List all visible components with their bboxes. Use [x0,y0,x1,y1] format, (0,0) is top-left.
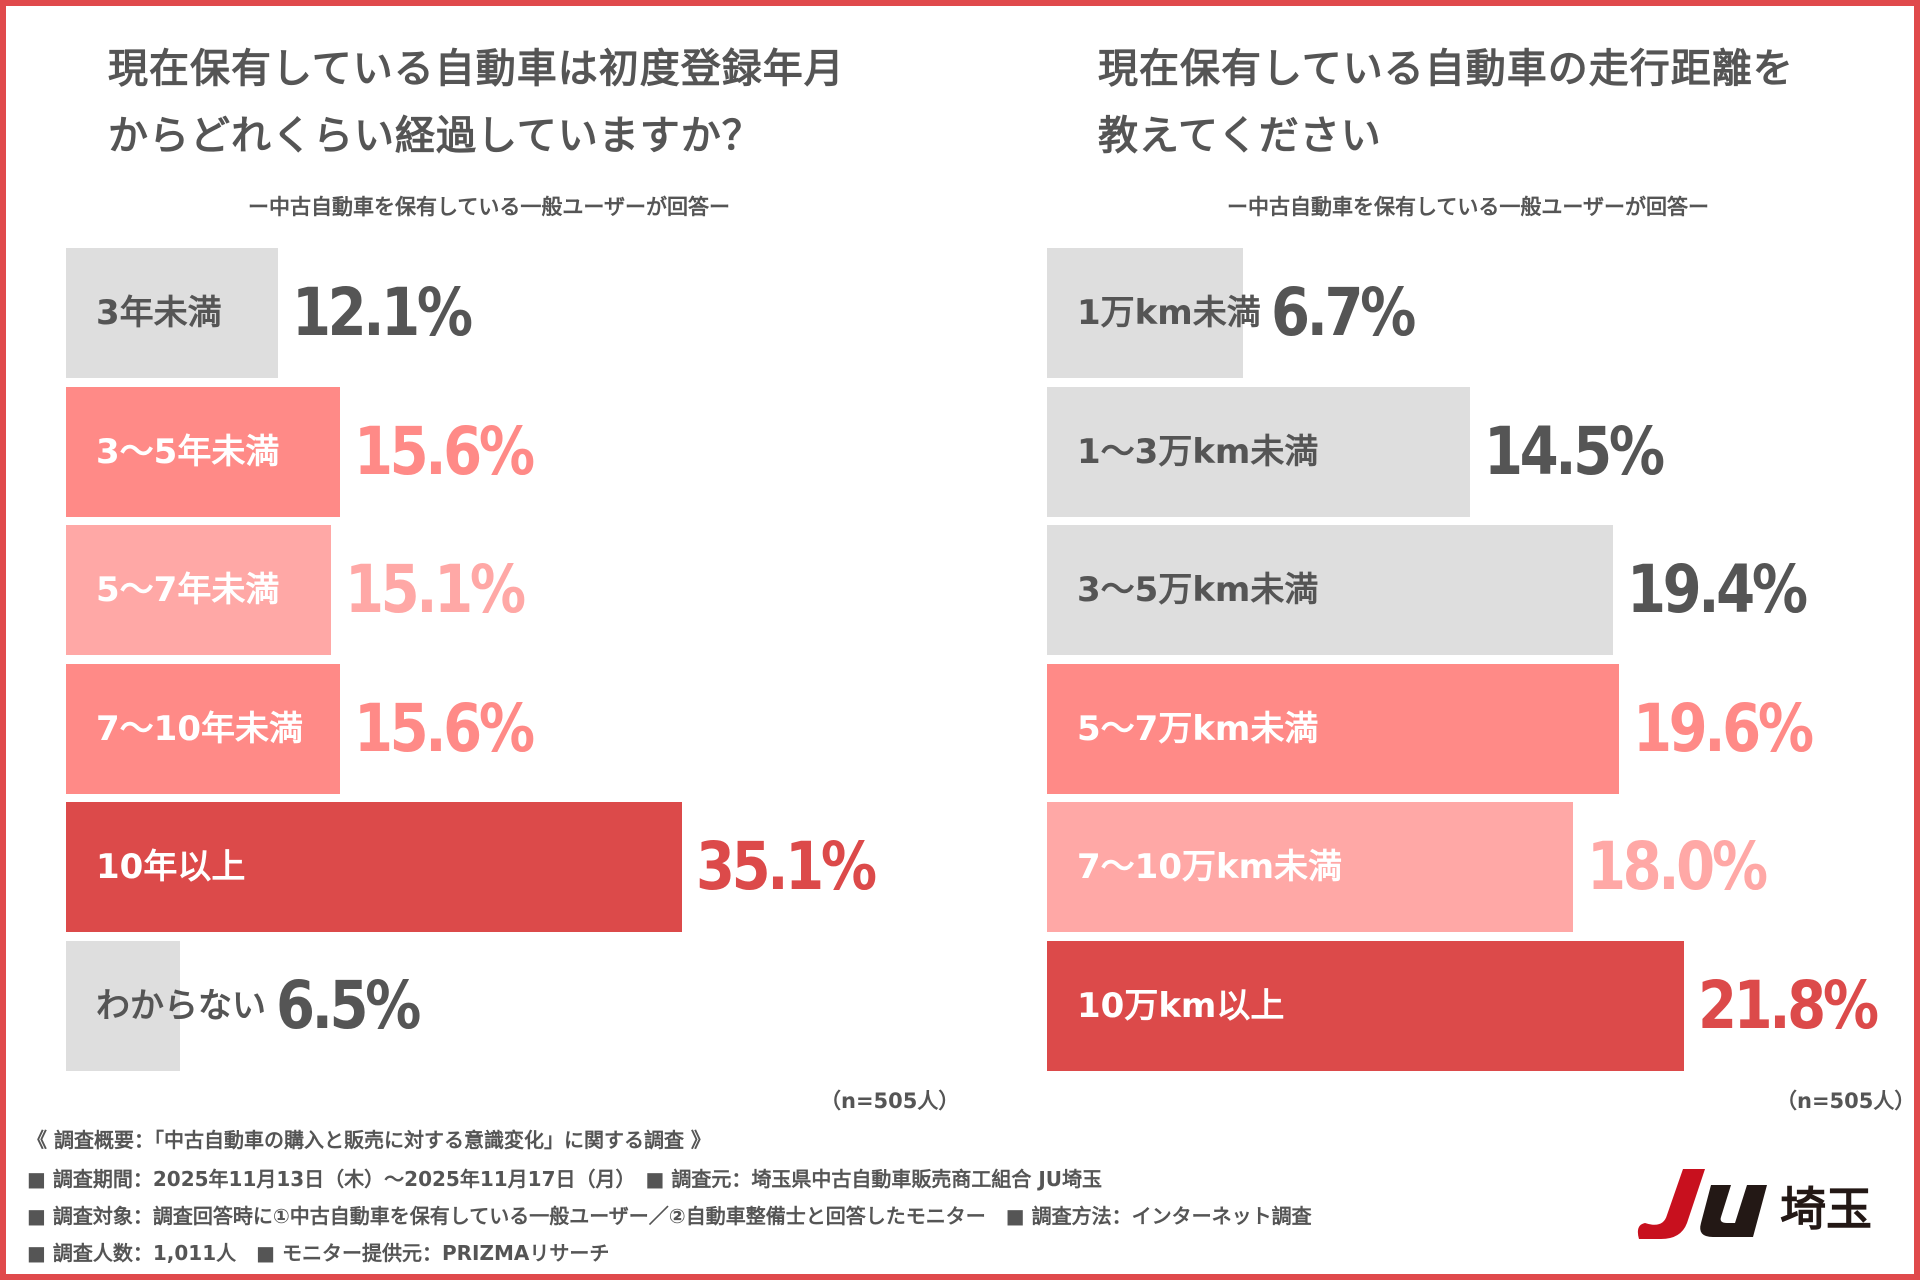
bar [66,663,340,794]
title-line-2: 教えてください [1098,113,1382,159]
category-label: 5〜7万km未満 [1077,708,1319,749]
value-label: 6.7% [1271,274,1416,351]
left-sample-size: （n=505人） [820,1089,960,1113]
bar [1047,802,1573,933]
value-label: 35.1% [696,828,877,906]
value-label: 12.1% [292,274,473,351]
category-label: 7〜10万km未満 [1077,847,1343,888]
value-label: 19.4% [1627,551,1808,629]
title-line-1: 現在保有している自動車の走行距離を [1098,46,1794,92]
survey-period: ■ 調査期間：2025年11月13日（木）〜2025年11月17日（月） ■ 調… [27,1167,1103,1191]
value-label: 14.5% [1484,412,1665,490]
value-label: 18.0% [1587,828,1768,906]
category-label: 1万km未満 [1077,293,1261,333]
title-line-2: からどれくらい経過していますか？ [108,113,763,159]
category-label: 1〜3万km未満 [1077,431,1319,472]
right-chart-subtitle: ー中古自動車を保有している一般ユーザーが回答ー [1227,195,1709,219]
value-label: 19.6% [1633,689,1814,767]
category-label: 10年以上 [96,847,246,888]
bar [66,525,331,656]
svg-text:埼玉: 埼玉 [1780,1182,1872,1236]
category-label: 10万km以上 [1077,986,1285,1026]
bar [66,941,181,1071]
right-chart-title: 現在保有している自動車の走行距離を 教えてください [1098,36,1794,170]
title-line-1: 現在保有している自動車は初度登録年月 [108,46,845,92]
category-label: 3年未満 [96,293,222,333]
bar [1047,663,1620,794]
category-label: 3〜5万km未満 [1077,570,1319,611]
left-chart-subtitle: ー中古自動車を保有している一般ユーザーが回答ー [248,195,730,219]
survey-overview: 《 調査概要：「中古自動車の購入と販売に対する意識変化」に関する調査 》 [27,1128,711,1152]
bar [66,248,279,378]
left-chart-title: 現在保有している自動車は初度登録年月 からどれくらい経過していますか？ [108,36,845,170]
category-label: 3〜5年未満 [96,431,280,472]
bar [66,386,340,517]
survey-count: ■ 調査人数：1,011人 ■ モニター提供元：PRIZMAリサーチ [27,1241,610,1265]
category-label: 7〜10年未満 [96,708,303,749]
bar [1047,525,1614,656]
value-label: 15.6% [354,689,535,767]
ju-saitama-logo: 埼玉 [1637,1169,1872,1239]
value-label: 15.6% [354,412,535,490]
bar [1047,386,1471,517]
survey-target: ■ 調査対象：調査回答時に①中古自動車を保有している一般ユーザー／②自動車整備士… [27,1204,1312,1228]
bar [1047,248,1243,378]
bar [1047,941,1684,1071]
category-label: 5〜7年未満 [96,570,280,611]
right-sample-size: （n=505人） [1776,1089,1916,1113]
value-label: 15.1% [345,551,526,629]
category-label: わからない [96,986,266,1026]
bar [66,802,682,933]
value-label: 6.5% [276,967,421,1044]
value-label: 21.8% [1698,967,1879,1044]
